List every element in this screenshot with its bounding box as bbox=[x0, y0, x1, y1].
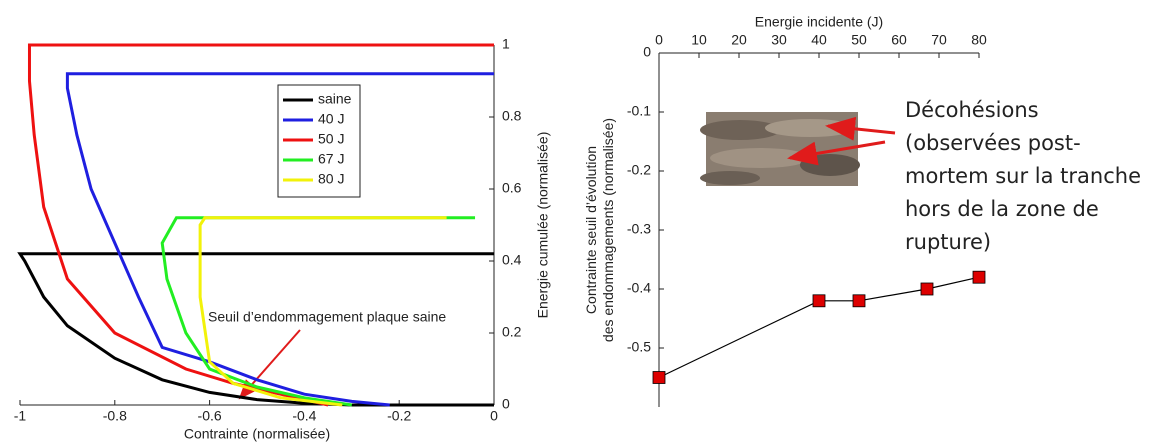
marker bbox=[972, 270, 986, 284]
y-tick-label: -0.4 bbox=[627, 280, 651, 296]
x-tick-label: 40 bbox=[811, 32, 827, 48]
legend-label: 80 J bbox=[318, 171, 344, 187]
marker bbox=[812, 294, 826, 308]
y-tick-label: -0.1 bbox=[627, 103, 651, 119]
annotation: Seuil d’endommagement plaque saine bbox=[208, 309, 446, 325]
y-tick-label: 0.2 bbox=[502, 324, 522, 340]
x-tick-label: -0.2 bbox=[387, 408, 411, 424]
x-tick-label: 50 bbox=[851, 32, 867, 48]
x-tick-label: 0 bbox=[655, 32, 663, 48]
y-tick-label: -0.5 bbox=[627, 339, 651, 355]
y-axis-label: Energie cumulée (normalisée) bbox=[535, 132, 551, 319]
legend-label: saine bbox=[318, 91, 352, 107]
x-tick-label: 70 bbox=[931, 32, 947, 48]
x-tick-label: 10 bbox=[691, 32, 707, 48]
x-axis-label: Contrainte (normalisée) bbox=[184, 426, 330, 442]
x-tick-label: -0.6 bbox=[198, 408, 222, 424]
series-line bbox=[160, 216, 476, 407]
x-tick-label: -0.8 bbox=[103, 408, 127, 424]
marker bbox=[852, 294, 866, 308]
legend-label: 50 J bbox=[318, 131, 344, 147]
x-tick-label: 20 bbox=[731, 32, 747, 48]
series-line bbox=[65, 72, 494, 407]
y-tick-label: 0 bbox=[643, 44, 651, 60]
photo bbox=[700, 112, 896, 186]
y-tick-label: 1 bbox=[502, 36, 510, 52]
series-line bbox=[27, 43, 494, 407]
series-line bbox=[17, 252, 494, 407]
x-tick-label: -1 bbox=[14, 408, 27, 424]
series-line bbox=[198, 216, 447, 407]
marker bbox=[920, 282, 934, 296]
y-tick-label: 0.4 bbox=[502, 252, 522, 268]
y-axis-label: Contrainte seuil d’évolution bbox=[583, 146, 599, 314]
y-tick-label: 0 bbox=[502, 396, 510, 412]
x-tick-label: 0 bbox=[490, 408, 498, 424]
annotation: Décohésions (observées post-mortem sur l… bbox=[905, 98, 1141, 254]
marker bbox=[652, 371, 666, 384]
y-tick-label: 0.8 bbox=[502, 108, 522, 124]
y-tick-label: -0.3 bbox=[627, 221, 651, 237]
y-tick-label: -0.2 bbox=[627, 162, 651, 178]
y-axis-label: des endommagements (normalisée) bbox=[600, 118, 616, 342]
x-axis-label: Energie incidente (J) bbox=[755, 14, 883, 30]
x-tick-label: 80 bbox=[971, 32, 987, 48]
legend-label: 40 J bbox=[318, 111, 344, 127]
legend-label: 67 J bbox=[318, 151, 344, 167]
x-tick-label: 60 bbox=[891, 32, 907, 48]
y-tick-label: 0.6 bbox=[502, 180, 522, 196]
x-tick-label: -0.4 bbox=[292, 408, 316, 424]
x-tick-label: 30 bbox=[771, 32, 787, 48]
